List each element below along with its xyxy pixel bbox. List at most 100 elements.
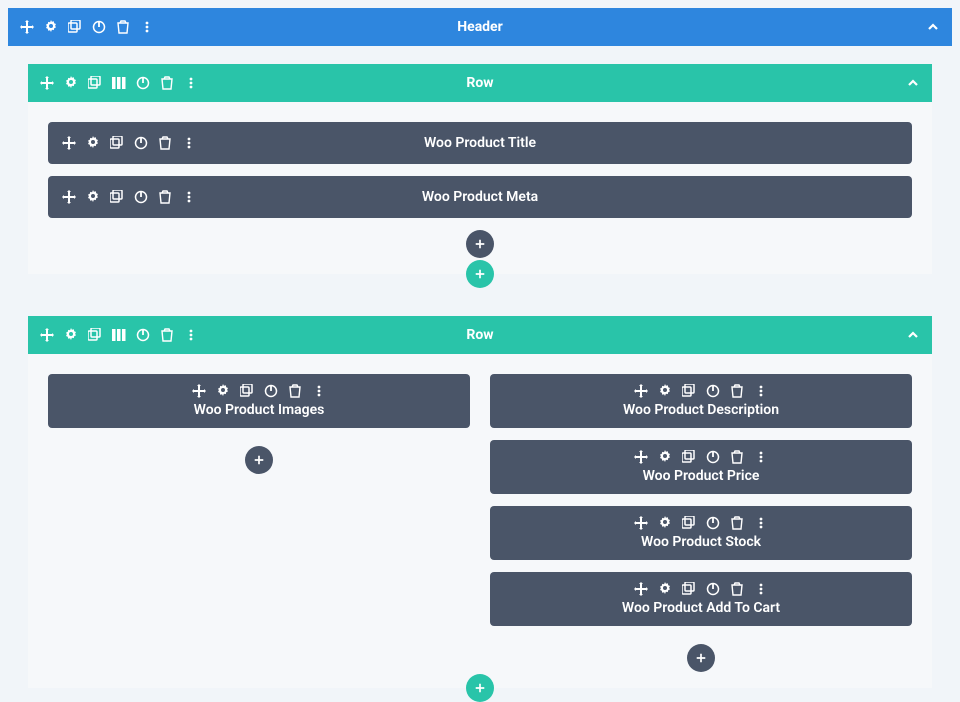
power-icon[interactable]: [134, 190, 148, 204]
more-icon[interactable]: [184, 76, 198, 90]
row-toolbar: [40, 76, 198, 90]
trash-icon[interactable]: [730, 384, 744, 398]
module-toolbar: [634, 384, 768, 398]
row-title: Row: [466, 75, 493, 91]
move-icon[interactable]: [62, 190, 76, 204]
duplicate-icon[interactable]: [68, 20, 82, 34]
section-header-bar[interactable]: Header: [8, 8, 952, 46]
move-icon[interactable]: [634, 516, 648, 530]
duplicate-icon[interactable]: [88, 328, 102, 342]
power-icon[interactable]: [706, 384, 720, 398]
row-title: Row: [466, 327, 493, 343]
duplicate-icon[interactable]: [240, 384, 254, 398]
trash-icon[interactable]: [158, 190, 172, 204]
move-icon[interactable]: [40, 76, 54, 90]
more-icon[interactable]: [140, 20, 154, 34]
power-icon[interactable]: [264, 384, 278, 398]
trash-icon[interactable]: [730, 516, 744, 530]
duplicate-icon[interactable]: [682, 582, 696, 596]
module-item[interactable]: Woo Product Stock: [490, 506, 912, 560]
move-icon[interactable]: [192, 384, 206, 398]
row-header-bar[interactable]: Row: [28, 316, 932, 354]
duplicate-icon[interactable]: [682, 516, 696, 530]
module-title: Woo Product Title: [424, 135, 536, 151]
gear-icon[interactable]: [658, 450, 672, 464]
gear-icon[interactable]: [86, 136, 100, 150]
module-title: Woo Product Price: [643, 468, 760, 484]
module-item[interactable]: Woo Product Meta: [48, 176, 912, 218]
trash-icon[interactable]: [730, 450, 744, 464]
module-toolbar: [634, 450, 768, 464]
trash-icon[interactable]: [116, 20, 130, 34]
duplicate-icon[interactable]: [88, 76, 102, 90]
power-icon[interactable]: [136, 328, 150, 342]
module-item[interactable]: Woo Product Add To Cart: [490, 572, 912, 626]
module-title: Woo Product Description: [623, 402, 779, 418]
gear-icon[interactable]: [658, 582, 672, 596]
columns-icon[interactable]: [112, 328, 126, 342]
gear-icon[interactable]: [64, 328, 78, 342]
move-icon[interactable]: [40, 328, 54, 342]
chevron-up-icon[interactable]: [906, 328, 920, 342]
more-icon[interactable]: [754, 582, 768, 596]
more-icon[interactable]: [312, 384, 326, 398]
more-icon[interactable]: [184, 328, 198, 342]
more-icon[interactable]: [754, 384, 768, 398]
module-title: Woo Product Add To Cart: [622, 600, 780, 616]
module-item[interactable]: Woo Product Images: [48, 374, 470, 428]
duplicate-icon[interactable]: [682, 384, 696, 398]
add-row-button[interactable]: [466, 260, 494, 288]
power-icon[interactable]: [706, 450, 720, 464]
column-left: Woo Product Images: [48, 374, 470, 678]
gear-icon[interactable]: [658, 384, 672, 398]
gear-icon[interactable]: [44, 20, 58, 34]
move-icon[interactable]: [634, 450, 648, 464]
row-container: Row Woo Product Ima: [28, 316, 932, 702]
chevron-up-icon[interactable]: [926, 20, 940, 34]
duplicate-icon[interactable]: [110, 136, 124, 150]
row-toolbar: [40, 328, 198, 342]
module-title: Woo Product Meta: [422, 189, 538, 205]
module-title: Woo Product Images: [194, 402, 325, 418]
trash-icon[interactable]: [158, 136, 172, 150]
more-icon[interactable]: [182, 136, 196, 150]
move-icon[interactable]: [20, 20, 34, 34]
more-icon[interactable]: [754, 450, 768, 464]
power-icon[interactable]: [706, 516, 720, 530]
power-icon[interactable]: [134, 136, 148, 150]
duplicate-icon[interactable]: [110, 190, 124, 204]
section-toolbar: [20, 20, 154, 34]
gear-icon[interactable]: [64, 76, 78, 90]
power-icon[interactable]: [136, 76, 150, 90]
gear-icon[interactable]: [86, 190, 100, 204]
trash-icon[interactable]: [730, 582, 744, 596]
add-row-button[interactable]: [466, 674, 494, 702]
move-icon[interactable]: [634, 582, 648, 596]
move-icon[interactable]: [634, 384, 648, 398]
add-module-button[interactable]: [687, 644, 715, 672]
module-title: Woo Product Stock: [641, 534, 761, 550]
module-item[interactable]: Woo Product Price: [490, 440, 912, 494]
power-icon[interactable]: [706, 582, 720, 596]
trash-icon[interactable]: [160, 76, 174, 90]
chevron-up-icon[interactable]: [906, 76, 920, 90]
row-body: Woo Product Title Woo Product Meta: [28, 102, 932, 274]
row-header-bar[interactable]: Row: [28, 64, 932, 102]
power-icon[interactable]: [92, 20, 106, 34]
duplicate-icon[interactable]: [682, 450, 696, 464]
row-body: Woo Product Images: [28, 354, 932, 688]
module-item[interactable]: Woo Product Title: [48, 122, 912, 164]
trash-icon[interactable]: [160, 328, 174, 342]
module-item[interactable]: Woo Product Description: [490, 374, 912, 428]
more-icon[interactable]: [754, 516, 768, 530]
columns-icon[interactable]: [112, 76, 126, 90]
gear-icon[interactable]: [216, 384, 230, 398]
gear-icon[interactable]: [658, 516, 672, 530]
add-module-button[interactable]: [245, 446, 273, 474]
column-right: Woo Product Description Woo Product Pric…: [490, 374, 912, 678]
more-icon[interactable]: [182, 190, 196, 204]
row-container: Row Woo Product Title: [28, 64, 932, 288]
move-icon[interactable]: [62, 136, 76, 150]
trash-icon[interactable]: [288, 384, 302, 398]
add-module-button[interactable]: [466, 230, 494, 258]
